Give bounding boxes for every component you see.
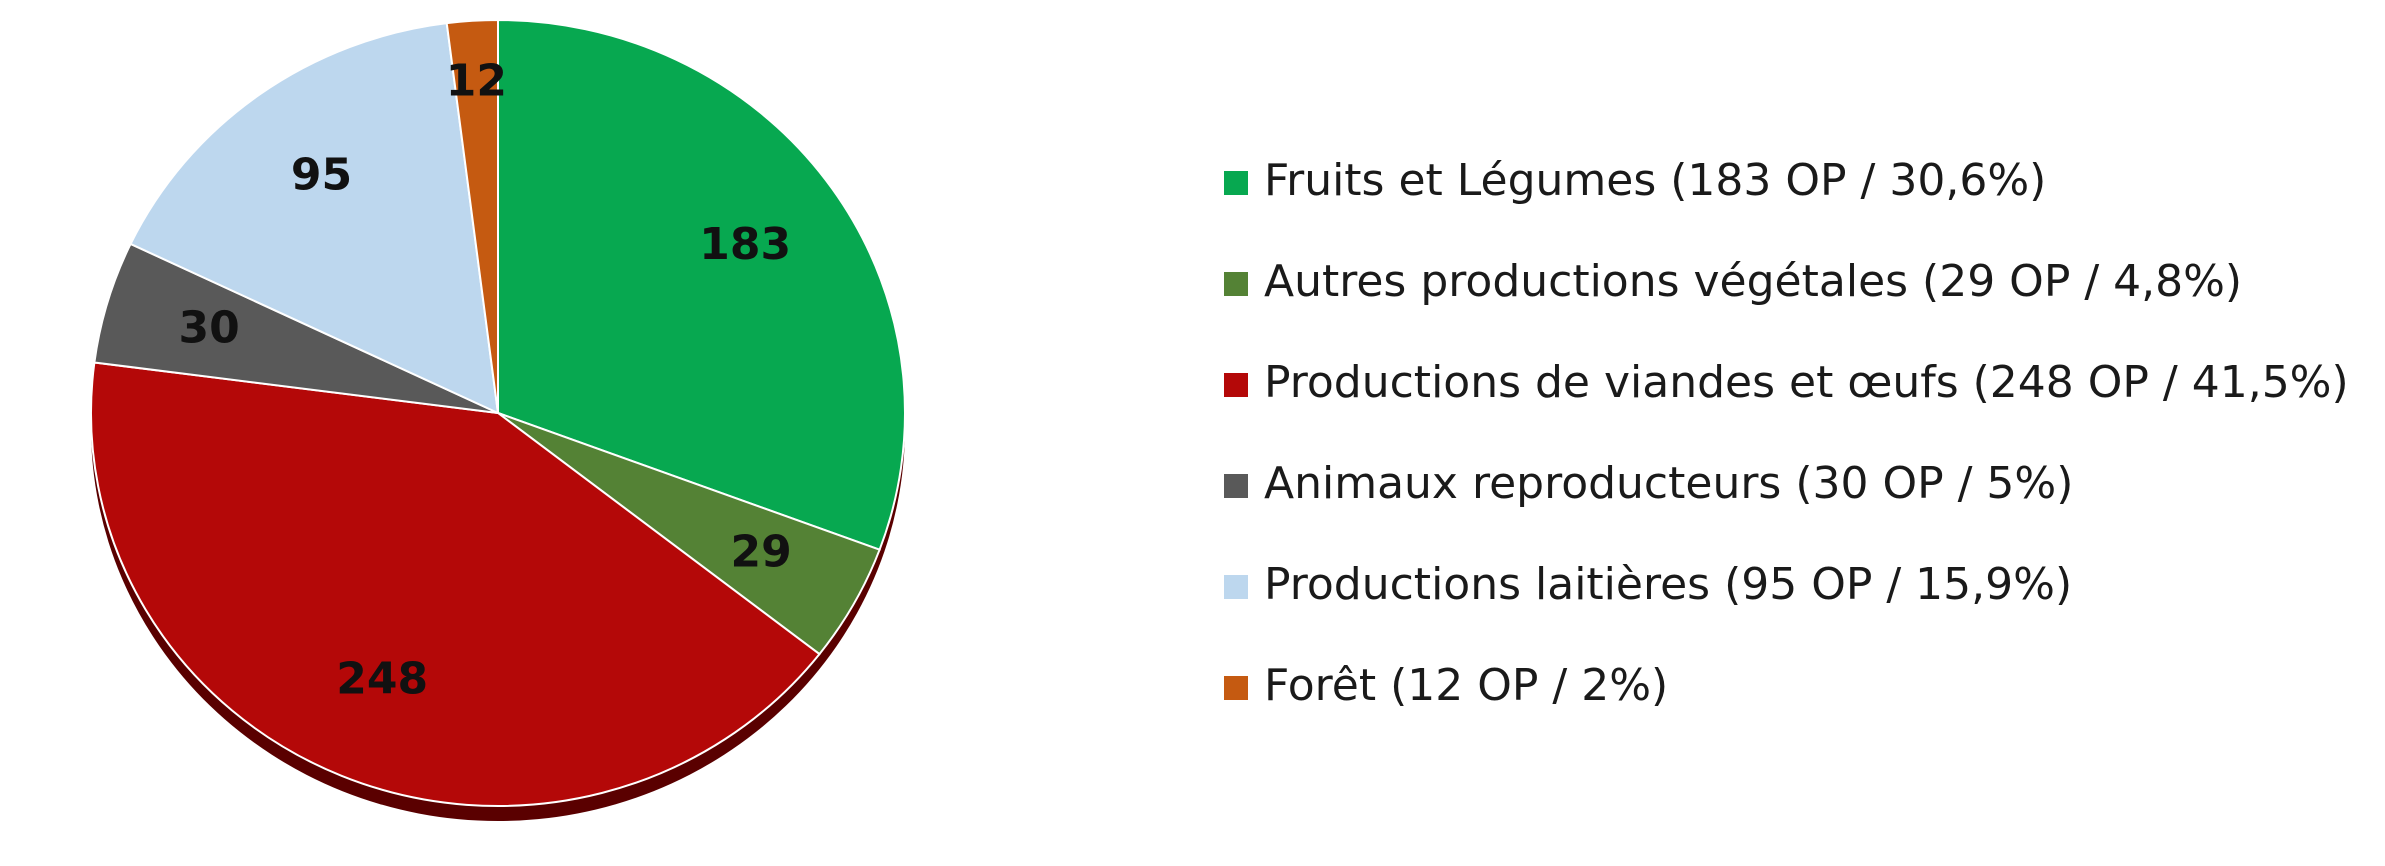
data-label: 30 [179,303,240,354]
pie-slice [445,18,499,414]
data-labels: 183 29 248 30 95 12 [179,56,792,705]
pie [90,18,906,807]
legend-label: Productions de viandes et œufs (248 OP /… [1264,357,2349,408]
data-label: 183 [699,219,791,270]
pie-slice [90,361,821,807]
legend-label: Forêt (12 OP / 2%) [1264,660,1668,711]
legend-swatch [1224,272,1248,296]
legend-swatch [1224,474,1248,498]
legend-swatch [1224,676,1248,700]
data-label: 12 [446,56,507,107]
legend-label: Animaux reproducteurs (30 OP / 5%) [1264,458,2073,509]
legend-label: Fruits et Légumes (183 OP / 30,6%) [1264,155,2046,206]
data-label: 95 [291,149,352,200]
pie-slice [497,18,906,551]
legend-swatch [1224,373,1248,397]
legend-swatch [1224,575,1248,599]
legend: Fruits et Légumes (183 OP / 30,6%) Autres… [1224,155,2349,711]
pie-slice [129,22,500,415]
data-label: 29 [731,526,792,577]
legend-label: Productions laitières (95 OP / 15,9%) [1264,559,2072,610]
legend-swatch [1224,171,1248,195]
legend-label: Autres productions végétales (29 OP / 4,… [1264,256,2242,307]
data-label: 248 [336,653,428,704]
